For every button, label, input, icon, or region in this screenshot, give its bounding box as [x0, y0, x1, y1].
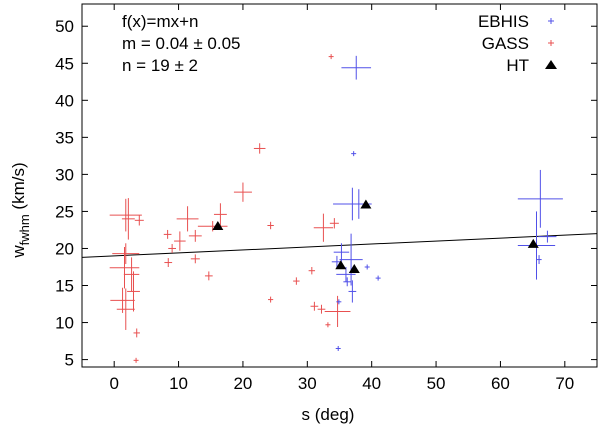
x-tick-label: 50 — [427, 374, 446, 393]
ht-point — [348, 264, 360, 274]
ebhis-point — [538, 230, 557, 243]
fit-line-layer — [81, 233, 598, 258]
ht-point — [335, 260, 347, 270]
gass-point — [328, 54, 334, 60]
fit-intercept: n = 19 ± 2 — [122, 56, 198, 75]
gass-point — [176, 206, 199, 232]
y-tick-label: 35 — [55, 128, 74, 147]
gass-point — [293, 277, 300, 285]
y-tick-label: 25 — [55, 202, 74, 221]
x-tick-label: 20 — [233, 374, 252, 393]
ebhis-point — [336, 299, 342, 305]
gass-point — [121, 198, 135, 240]
gass-point — [190, 254, 200, 264]
gass-point — [109, 198, 142, 232]
ebhis-point — [336, 266, 356, 282]
gass-point — [123, 257, 140, 292]
y-axis-label: wfwhm (km/s) — [9, 162, 32, 258]
ebhis-point — [341, 55, 372, 80]
y-tick-label: 10 — [55, 314, 74, 333]
gass-point — [308, 266, 316, 275]
gass-point — [213, 203, 227, 226]
ebhis-point — [351, 151, 357, 157]
y-tick-label: 15 — [55, 277, 74, 296]
legend-label-gass: GASS — [482, 34, 529, 53]
ebhis-point — [375, 275, 381, 281]
x-tick-label: 10 — [169, 374, 188, 393]
ebhis-point — [333, 243, 350, 262]
gass-point — [324, 295, 351, 327]
series-ht — [212, 199, 539, 274]
axis-ticks: 0 10 20 30 40 50 60 70 5 10 15 20 25 30 35 40 45 50 — [55, 4, 597, 393]
plot-frame — [81, 3, 598, 368]
ht-point — [212, 221, 224, 231]
legend-swatch-ht — [545, 60, 557, 69]
legend-swatches — [545, 18, 557, 69]
fit-annotation: f(x)=mx+n m = 0.04 ± 0.05 n = 19 ± 2 — [122, 12, 241, 75]
gass-point — [134, 215, 144, 226]
ebhis-point — [364, 264, 370, 270]
x-tick-label: 70 — [555, 374, 574, 393]
gass-point — [325, 322, 331, 328]
y-tick-label: 30 — [55, 165, 74, 184]
legend-swatch-ebhis — [548, 18, 554, 24]
gass-point — [164, 258, 173, 267]
fit-line — [81, 233, 598, 258]
gass-point — [317, 304, 326, 314]
x-tick-label: 40 — [362, 374, 381, 393]
legend: EBHIS GASS HT — [478, 12, 557, 75]
ebhis-point — [335, 345, 341, 351]
gass-point — [112, 243, 140, 265]
gass-point — [310, 301, 319, 311]
legend-label-ebhis: EBHIS — [478, 12, 529, 31]
y-tick-label: 40 — [55, 91, 74, 110]
x-tick-label: 60 — [491, 374, 510, 393]
ht-point — [360, 199, 372, 209]
gass-point — [233, 182, 252, 202]
gass-point — [168, 244, 176, 253]
ebhis-point — [348, 280, 357, 303]
ebhis-point — [517, 169, 563, 228]
fit-formula: f(x)=mx+n — [122, 12, 199, 31]
gass-point — [174, 231, 186, 251]
ht-point — [527, 238, 539, 248]
gass-point — [133, 357, 139, 363]
y-axis-label-main: w — [9, 245, 28, 259]
gass-point — [268, 296, 274, 303]
y-tick-label: 50 — [55, 17, 74, 36]
gass-point — [313, 213, 334, 242]
series-gass — [109, 54, 351, 363]
y-tick-label: 5 — [65, 351, 74, 370]
gass-point — [267, 221, 274, 230]
gass-point — [163, 229, 172, 239]
gass-point — [188, 229, 202, 242]
gass-point — [133, 328, 140, 338]
x-axis-label: s (deg) — [302, 405, 355, 424]
x-tick-label: 0 — [109, 374, 118, 393]
legend-label-ht: HT — [506, 56, 529, 75]
y-axis-label-subscript: fwhm — [17, 214, 32, 245]
gass-point — [253, 143, 266, 154]
gass-point — [109, 246, 140, 289]
fit-slope: m = 0.04 ± 0.05 — [122, 34, 241, 53]
y-tick-label: 45 — [55, 54, 74, 73]
y-tick-label: 20 — [55, 239, 74, 258]
gass-point — [116, 288, 135, 330]
ebhis-point — [343, 277, 352, 287]
gass-point — [329, 218, 339, 229]
x-tick-label: 30 — [298, 374, 317, 393]
y-axis-label-unit: (km/s) — [9, 162, 28, 214]
gass-point — [127, 271, 140, 312]
gass-point — [204, 271, 213, 281]
ebhis-point — [339, 233, 363, 286]
ebhis-point — [536, 255, 542, 265]
data-series-layer — [109, 54, 563, 363]
legend-swatch-gass — [548, 40, 554, 46]
